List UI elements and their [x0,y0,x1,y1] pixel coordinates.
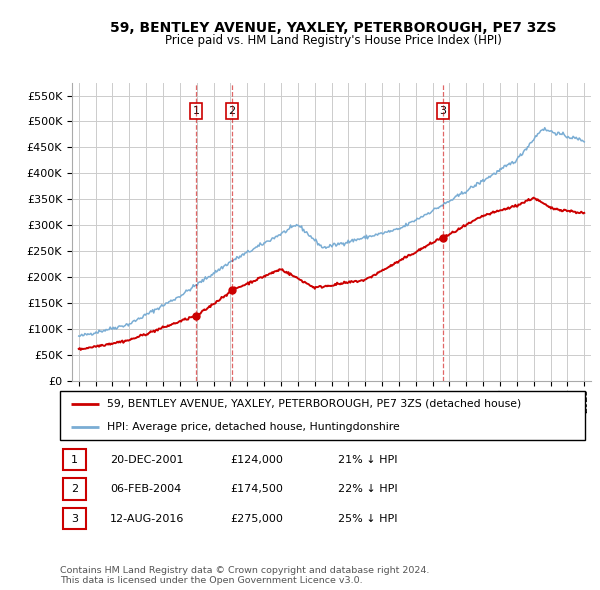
Text: £174,500: £174,500 [230,484,283,494]
Text: 22% ↓ HPI: 22% ↓ HPI [338,484,397,494]
Text: 12-AUG-2016: 12-AUG-2016 [110,514,184,523]
Text: HPI: Average price, detached house, Huntingdonshire: HPI: Average price, detached house, Hunt… [107,422,400,432]
Text: £124,000: £124,000 [230,455,283,464]
FancyBboxPatch shape [60,391,585,440]
FancyBboxPatch shape [63,508,86,529]
Text: Contains HM Land Registry data © Crown copyright and database right 2024.
This d: Contains HM Land Registry data © Crown c… [60,566,430,585]
FancyBboxPatch shape [63,478,86,500]
Text: 1: 1 [71,455,78,464]
Text: 3: 3 [440,106,446,116]
FancyBboxPatch shape [63,449,86,470]
Text: 2: 2 [229,106,236,116]
Text: Price paid vs. HM Land Registry's House Price Index (HPI): Price paid vs. HM Land Registry's House … [164,34,502,47]
Text: 59, BENTLEY AVENUE, YAXLEY, PETERBOROUGH, PE7 3ZS: 59, BENTLEY AVENUE, YAXLEY, PETERBOROUGH… [110,21,556,35]
Text: 2: 2 [71,484,78,494]
Text: 25% ↓ HPI: 25% ↓ HPI [338,514,397,523]
Text: 21% ↓ HPI: 21% ↓ HPI [338,455,397,464]
Text: 1: 1 [193,106,200,116]
Text: £275,000: £275,000 [230,514,283,523]
Text: 59, BENTLEY AVENUE, YAXLEY, PETERBOROUGH, PE7 3ZS (detached house): 59, BENTLEY AVENUE, YAXLEY, PETERBOROUGH… [107,399,521,409]
Text: 3: 3 [71,514,78,523]
Text: 20-DEC-2001: 20-DEC-2001 [110,455,184,464]
Text: 06-FEB-2004: 06-FEB-2004 [110,484,181,494]
